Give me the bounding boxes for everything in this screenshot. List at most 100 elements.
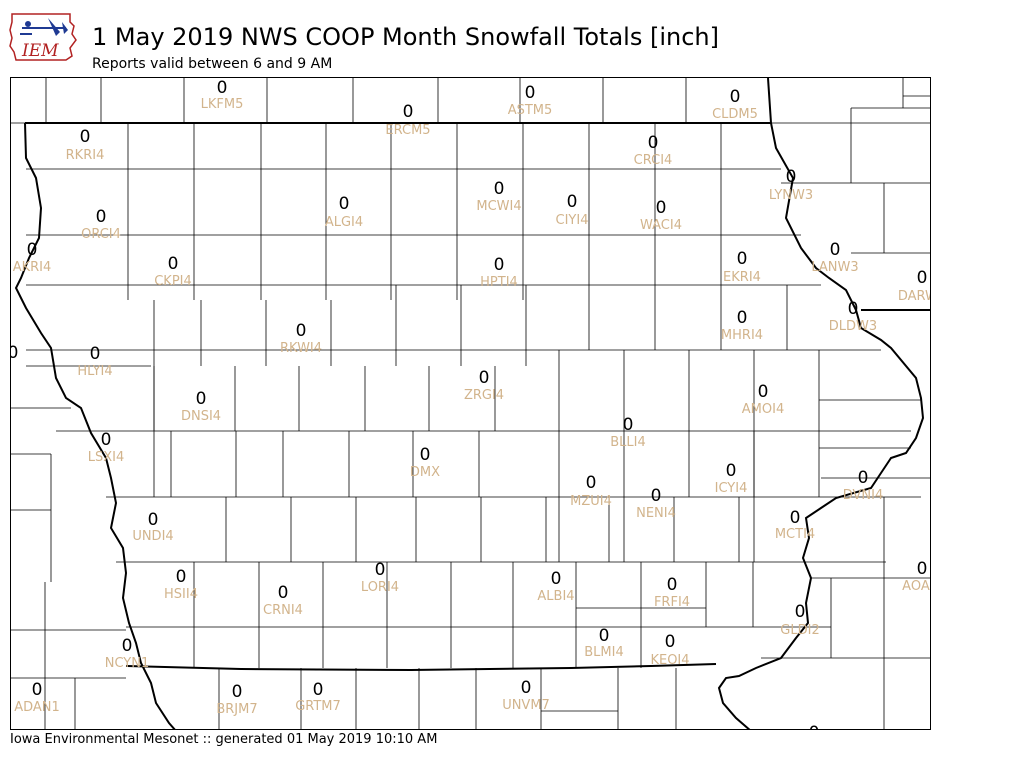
snowfall-value: 0 [521,678,532,698]
station-id-label: CRNI4 [263,603,303,618]
snowfall-value: 0 [758,382,769,402]
snowfall-value: 0 [217,78,228,98]
snowfall-value: 0 [479,368,490,388]
snowfall-value: 0 [599,626,610,646]
station-id-label: GLDI2 [780,623,819,638]
station-id-label: HLYI4 [77,364,112,379]
snowfall-map: 0 LKFM5 0 ERCM5 0 ASTM5 0 CLDM5 0 RKRI4 0 CRCI… [10,77,931,730]
station-id-label: BLMI4 [584,645,623,660]
station-id-label: LYNW3 [769,188,813,203]
station-id-label: NENI4 [636,506,676,521]
station-id-label: DMX [410,465,440,480]
snowfall-value: 0 [313,680,324,700]
snowfall-value: 0 [917,559,928,579]
station-id-label: DVNI4 [843,488,884,503]
snowfall-value: 0 [101,430,112,450]
snowfall-value: 0 [586,473,597,493]
snowfall-value: 0 [648,133,659,153]
station-id-label: RKRI4 [66,148,105,163]
station-id-label: ICYI4 [715,481,748,496]
svg-text:IEM: IEM [21,41,59,61]
snowfall-value: 0 [494,179,505,199]
snowfall-value: 0 [420,445,431,465]
snowfall-value: 0 [90,344,101,364]
station-id-label: ALGI4 [325,215,363,230]
map-title: 1 May 2019 NWS COOP Month Snowfall Total… [92,23,719,51]
station-id-label: HSII4 [164,587,198,602]
snowfall-value: 0 [375,560,386,580]
snowfall-value: 0 [525,83,536,103]
snowfall-value: 0 [651,486,662,506]
snowfall-value: 0 [144,727,155,730]
station-id-label: MCTI4 [775,527,815,542]
snowfall-value: 0 [917,268,928,288]
snowfall-value: 0 [148,510,159,530]
station-id-label: LORI4 [361,580,399,595]
footer-credit: Iowa Environmental Mesonet :: generated … [10,732,438,747]
station-id-label: MHRI4 [721,328,763,343]
station-id-label: CIYI4 [556,213,589,228]
snowfall-value: 0 [296,321,307,341]
station-id-label: RKWI4 [280,341,322,356]
snowfall-value: 0 [809,723,820,730]
station-id-label: ALBI4 [537,589,574,604]
station-DARW3: 0DARW3 [898,268,931,304]
map-subtitle: Reports valid between 6 and 9 AM [92,56,333,72]
station-id-label: MCWI4 [476,199,521,214]
station-id-label: GRTM7 [295,699,341,714]
station-edge-3: 0 [809,723,820,730]
station-id-label: ADAN1 [14,700,60,715]
snowfall-value: 0 [726,461,737,481]
snowfall-value: 0 [403,102,414,122]
station-id-label: CLDM5 [712,107,758,122]
snowfall-value: 0 [730,87,741,107]
snowfall-value: 0 [667,575,678,595]
station-AOAI2: 0AOAI2 [902,559,931,594]
station-id-label: DARW3 [898,289,931,304]
iem-logo: IEM [8,8,78,66]
station-id-label: AOAI2 [902,579,931,594]
station-id-label: CKPI4 [154,274,192,289]
station-id-label: ORCI4 [81,227,121,242]
snowfall-value: 0 [830,240,841,260]
iowa-map-logo-icon: IEM [9,13,77,61]
snowfall-value: 0 [848,299,859,319]
state-borders [14,78,930,729]
station-id-label: HPTI4 [480,275,518,290]
station-id-label: BRJM7 [216,702,257,717]
snowfall-value: 0 [737,308,748,328]
snowfall-value: 0 [32,680,43,700]
station-id-label: UNDI4 [132,529,173,544]
station-id-label: MZUI4 [570,494,612,509]
station-id-label: AMOI4 [742,402,784,417]
station-id-label: DLDW3 [829,319,877,334]
station-id-label: LSXI4 [88,450,125,465]
